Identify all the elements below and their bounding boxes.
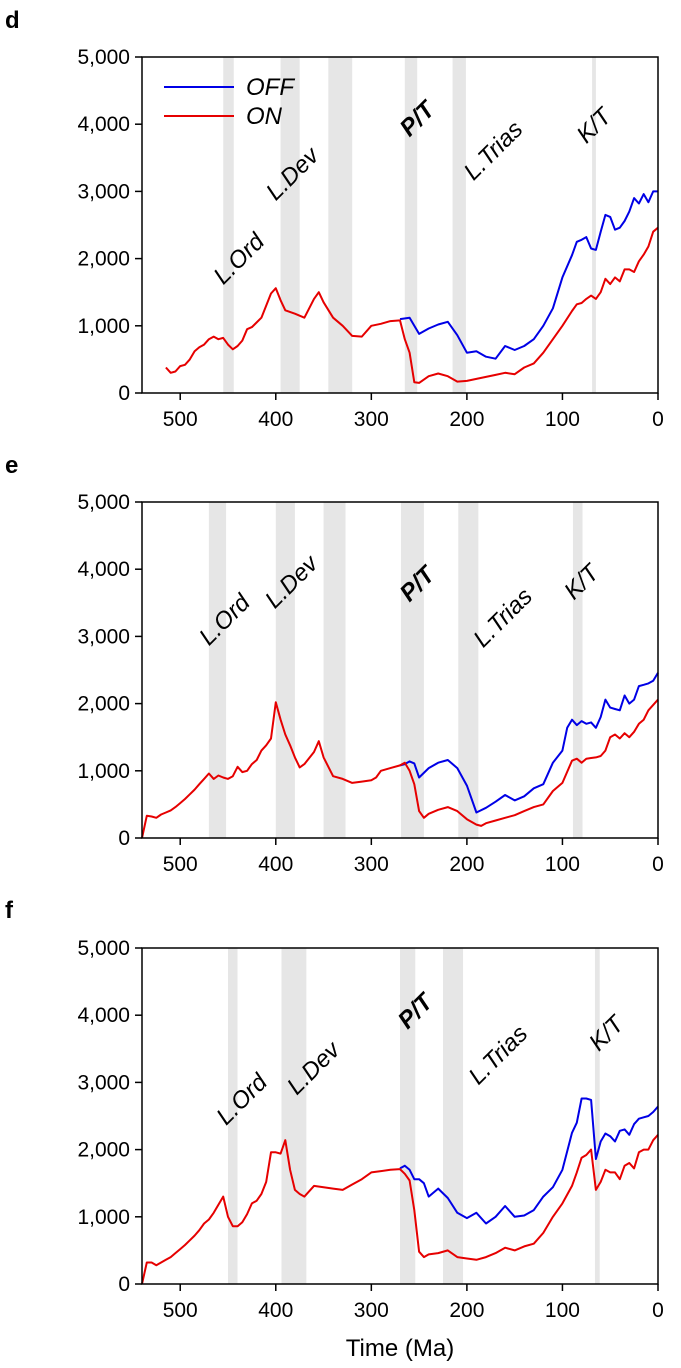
extinction-band xyxy=(328,57,353,393)
series-line-off xyxy=(399,672,659,814)
y-tick-label: 3,000 xyxy=(77,180,130,203)
extinction-band xyxy=(275,502,295,838)
x-tick-label: 500 xyxy=(163,1299,198,1322)
y-tick-label: 1,000 xyxy=(77,315,130,338)
panel-letter: f xyxy=(5,897,14,924)
series-line-on xyxy=(141,698,659,839)
y-tick-label: 1,000 xyxy=(77,1206,130,1229)
y-tick-label: 0 xyxy=(118,1273,130,1296)
extinction-band xyxy=(400,502,424,838)
y-tick-label: 2,000 xyxy=(77,693,130,716)
event-label: L.Trias xyxy=(464,1020,534,1090)
extinction-band xyxy=(592,57,596,393)
extinction-band xyxy=(443,948,464,1284)
x-tick-label: 400 xyxy=(258,1299,293,1322)
event-label: K/T xyxy=(559,558,606,605)
y-tick-label: 2,000 xyxy=(77,248,130,271)
event-label: L.Trias xyxy=(468,583,538,653)
x-tick-label: 200 xyxy=(449,1299,484,1322)
extinction-band xyxy=(594,948,600,1284)
extinction-band xyxy=(223,57,234,393)
x-tick-label: 0 xyxy=(652,408,664,431)
y-tick-label: 4,000 xyxy=(77,558,130,581)
x-tick-label: 300 xyxy=(354,408,389,431)
legend-label-off: OFF xyxy=(246,74,295,101)
x-tick-label: 200 xyxy=(449,408,484,431)
y-tick-label: 4,000 xyxy=(77,1004,130,1027)
x-tick-label: 300 xyxy=(354,1299,389,1322)
event-label: P/T xyxy=(393,987,440,1034)
event-label: P/T xyxy=(395,95,442,142)
x-tick-label: 300 xyxy=(354,853,389,876)
extinction-band xyxy=(228,948,238,1284)
plot-frame xyxy=(141,501,659,839)
extinction-band xyxy=(458,502,479,838)
plot-frame xyxy=(141,947,659,1285)
x-axis-label: Time (Ma) xyxy=(346,1335,454,1362)
y-tick-label: 5,000 xyxy=(77,491,130,514)
x-tick-label: 100 xyxy=(545,853,580,876)
x-tick-label: 0 xyxy=(652,1299,664,1322)
x-tick-label: 200 xyxy=(449,853,484,876)
event-label: K/T xyxy=(584,1009,631,1056)
extinction-band xyxy=(208,502,227,838)
x-tick-label: 0 xyxy=(652,853,664,876)
extinction-band xyxy=(452,57,466,393)
y-tick-label: 5,000 xyxy=(77,937,130,960)
event-label: K/T xyxy=(571,101,618,148)
y-tick-label: 3,000 xyxy=(77,625,130,648)
x-tick-label: 100 xyxy=(545,408,580,431)
series-line-off xyxy=(399,190,658,360)
y-tick-label: 2,000 xyxy=(77,1139,130,1162)
event-label: L.Ord xyxy=(208,228,270,290)
series-line-on xyxy=(141,1134,659,1285)
x-tick-label: 500 xyxy=(163,408,198,431)
y-tick-label: 5,000 xyxy=(77,46,130,69)
y-tick-label: 4,000 xyxy=(77,113,130,136)
x-tick-label: 500 xyxy=(163,853,198,876)
extinction-band xyxy=(281,948,307,1284)
event-label: L.Ord xyxy=(211,1068,273,1130)
extinction-band xyxy=(323,502,346,838)
y-tick-label: 0 xyxy=(118,382,130,405)
panel-letter: d xyxy=(5,7,20,34)
extinction-band xyxy=(404,57,418,393)
series-line-off xyxy=(399,1097,659,1225)
y-tick-label: 1,000 xyxy=(77,760,130,783)
event-label: L.Trias xyxy=(459,116,529,186)
y-tick-label: 0 xyxy=(118,827,130,850)
extinction-band xyxy=(400,948,416,1284)
x-tick-label: 100 xyxy=(545,1299,580,1322)
extinction-band xyxy=(572,502,583,838)
x-tick-label: 400 xyxy=(258,408,293,431)
series-line-on xyxy=(165,226,659,384)
extinction-band xyxy=(280,57,300,393)
plot-frame xyxy=(141,56,659,394)
panel-letter: e xyxy=(5,452,18,479)
x-tick-label: 400 xyxy=(258,853,293,876)
y-tick-label: 3,000 xyxy=(77,1071,130,1094)
legend-label-on: ON xyxy=(246,103,283,130)
